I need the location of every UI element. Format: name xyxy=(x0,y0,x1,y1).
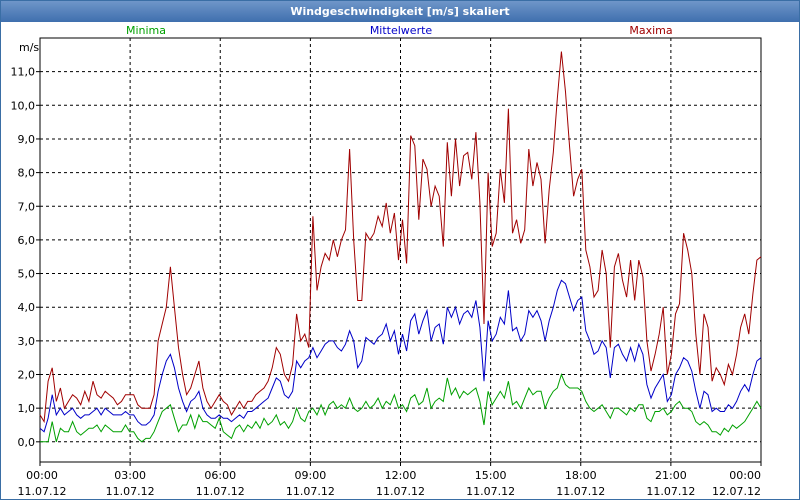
chart-title: Windgeschwindigkeit [m/s] skaliert xyxy=(1,1,799,22)
x-tick-date: 11.07.12 xyxy=(196,485,245,498)
legend: Maxima Mittelwerte Minima xyxy=(126,24,673,37)
x-tick-time: 06:00 xyxy=(204,469,236,482)
grid-lines xyxy=(40,38,761,462)
y-tick-label: 4,0 xyxy=(18,301,36,314)
x-tick-time: 21:00 xyxy=(655,469,687,482)
y-tick-label: 3,0 xyxy=(18,335,36,348)
x-tick-date: 11.07.12 xyxy=(286,485,335,498)
series-maxima xyxy=(39,51,762,424)
x-tick-time: 09:00 xyxy=(295,469,327,482)
legend-minima: Minima xyxy=(126,24,166,37)
x-axis-ticks: 00:00 11.07.12 03:00 11.07.12 06:00 11.07.12 0… xyxy=(18,462,762,498)
x-tick-date: 11.07.12 xyxy=(106,485,155,498)
x-tick-date: 12.07.12 xyxy=(712,485,761,498)
x-tick-date: 11.07.12 xyxy=(18,485,67,498)
x-tick-time: 00:00 xyxy=(26,469,58,482)
x-tick-time: 18:00 xyxy=(565,469,597,482)
x-tick-time: 03:00 xyxy=(114,469,146,482)
y-tick-label: 0,0 xyxy=(18,436,36,449)
x-tick-date: 11.07.12 xyxy=(646,485,695,498)
series-mittelwerte xyxy=(39,279,762,433)
x-tick-time: 15:00 xyxy=(475,469,507,482)
y-tick-label: 7,0 xyxy=(18,200,36,213)
y-tick-label: 2,0 xyxy=(18,369,36,382)
y-tick-label: 5,0 xyxy=(18,268,36,281)
y-tick-label: 9,0 xyxy=(18,133,36,146)
x-tick-date: 11.07.12 xyxy=(376,485,425,498)
legend-mittelwerte: Mittelwerte xyxy=(370,24,433,37)
y-tick-label: 11,0 xyxy=(11,66,36,79)
series-lines xyxy=(39,51,762,443)
x-tick-time: 12:00 xyxy=(385,469,417,482)
legend-maxima: Maxima xyxy=(629,24,672,37)
y-tick-label: 8,0 xyxy=(18,167,36,180)
x-tick-time: 00:00 xyxy=(729,469,761,482)
y-axis-ticks: 0,0 1,0 2,0 3,0 4,0 5,0 6,0 7,0 8,0 9,0 10,0 11,0 xyxy=(11,66,40,449)
y-tick-label: 10,0 xyxy=(11,99,36,112)
x-tick-date: 11.07.12 xyxy=(466,485,515,498)
x-tick-date: 11.07.12 xyxy=(556,485,605,498)
series-minima xyxy=(40,373,762,443)
y-tick-label: 1,0 xyxy=(18,402,36,415)
y-axis-label: m/s xyxy=(19,41,39,54)
y-tick-label: 6,0 xyxy=(18,234,36,247)
